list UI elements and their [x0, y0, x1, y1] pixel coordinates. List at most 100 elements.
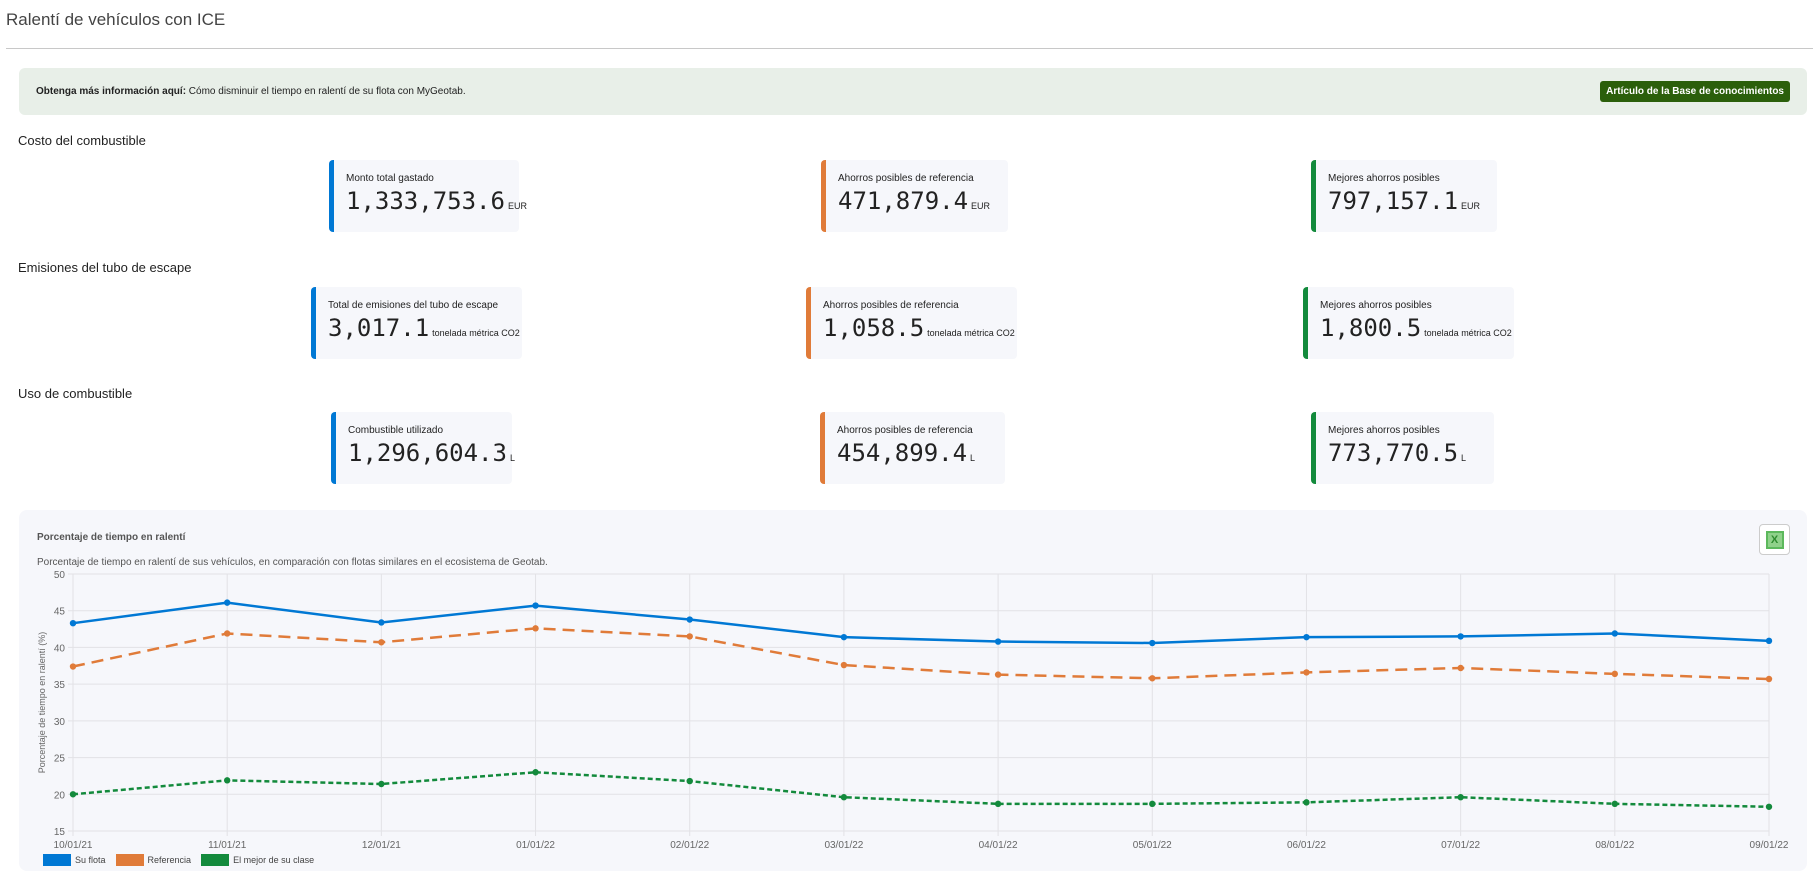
metric-value: 1,058.5 [823, 314, 925, 342]
metric-value: 471,879.4 [838, 187, 969, 215]
data-point [1611, 800, 1619, 808]
y-tick-label: 45 [54, 607, 66, 618]
metric-unit: tonelada métrica CO2 [1424, 328, 1512, 338]
metric-card: Ahorros posibles de referencia 471,879.4… [821, 160, 1008, 232]
data-point [1611, 670, 1619, 678]
metric-unit: EUR [507, 201, 527, 211]
data-point [840, 633, 848, 641]
excel-export-button[interactable]: X [1759, 524, 1790, 555]
y-tick-label: 40 [54, 643, 66, 654]
legend-item[interactable]: Referencia [147, 855, 192, 865]
data-point [69, 791, 77, 798]
metric-value-row: 454,899.4 L [837, 439, 993, 467]
metric-label: Combustible utilizado [348, 425, 444, 436]
legend-swatch [43, 854, 71, 866]
metric-card: Ahorros posibles de referencia 454,899.4… [820, 412, 1005, 484]
y-tick-label: 30 [54, 717, 66, 728]
data-point [223, 599, 231, 606]
x-tick-label: 11/01/21 [208, 840, 247, 851]
metric-label: Mejores ahorros posibles [1320, 300, 1432, 311]
excel-icon: X [1765, 530, 1784, 549]
legend-item[interactable]: Su flota [75, 855, 106, 865]
data-point [840, 661, 848, 669]
y-tick-label: 35 [54, 680, 66, 691]
info-banner: Obtenga más información aquí: Cómo dismi… [19, 68, 1807, 115]
series-line-1 [72, 627, 1770, 681]
y-tick-label: 25 [54, 754, 66, 765]
metric-value: 773,770.5 [1328, 439, 1459, 467]
data-point [532, 769, 539, 776]
metric-unit: L [970, 453, 976, 463]
data-point [994, 638, 1002, 645]
metric-value: 1,333,753.6 [346, 187, 505, 215]
metric-label: Monto total gastado [346, 173, 434, 184]
data-point [69, 663, 77, 670]
data-point [994, 671, 1002, 678]
data-point [1765, 675, 1773, 683]
section-title: Emisiones del tubo de escape [18, 260, 192, 275]
data-point [1149, 675, 1156, 682]
metric-value-row: 1,058.5 tonelada métrica CO2 [823, 314, 1015, 342]
data-point [378, 780, 385, 788]
data-point [1149, 800, 1156, 808]
metric-value-row: 1,333,753.6 EUR [346, 187, 527, 215]
metric-value-row: 1,296,604.3 L [348, 439, 515, 467]
legend-item[interactable]: El mejor de su clase [233, 855, 315, 865]
data-point [1303, 669, 1310, 676]
data-point [1457, 794, 1464, 801]
metric-card: Combustible utilizado 1,296,604.3 L [331, 412, 515, 484]
banner-bold: Obtenga más información aquí: [36, 86, 187, 97]
metric-value-row: 3,017.1 tonelada métrica CO2 [328, 314, 520, 342]
metric-label: Ahorros posibles de referencia [838, 173, 974, 184]
metric-label: Mejores ahorros posibles [1328, 425, 1440, 436]
data-point [840, 794, 848, 801]
chart-subtitle: Porcentaje de tiempo en ralentí de sus v… [37, 557, 548, 568]
page-title: Ralentí de vehículos con ICE [6, 10, 226, 29]
data-point [378, 639, 385, 646]
knowledge-base-button[interactable]: Artículo de la Base de conocimientos [1600, 81, 1790, 102]
section-title: Uso de combustible [18, 386, 133, 401]
metric-label: Total de emisiones del tubo de escape [328, 300, 499, 311]
divider [6, 48, 1813, 49]
metric-value-row: 797,157.1 EUR [1328, 187, 1485, 215]
metric-unit: L [1461, 453, 1467, 463]
metric-unit: tonelada métrica CO2 [432, 328, 520, 338]
x-tick-label: 12/01/21 [362, 840, 401, 851]
x-tick-label: 10/01/21 [54, 840, 93, 851]
data-point [223, 630, 231, 637]
banner-text: Obtenga más información aquí: Cómo dismi… [36, 86, 466, 97]
metric-card: Mejores ahorros posibles 773,770.5 L [1311, 412, 1494, 484]
data-point [69, 619, 77, 627]
metric-card: Total de emisiones del tubo de escape 3,… [311, 287, 522, 359]
metric-label: Ahorros posibles de referencia [837, 425, 973, 436]
data-point [1457, 664, 1464, 672]
x-tick-label: 06/01/22 [1287, 840, 1326, 851]
data-point [532, 625, 539, 632]
metric-unit: EUR [971, 201, 991, 211]
series-line-0 [72, 601, 1770, 645]
metric-card: Ahorros posibles de referencia 1,058.5 to… [806, 287, 1017, 359]
metric-card: Mejores ahorros posibles 1,800.5 tonelada… [1303, 287, 1514, 359]
data-point [1457, 633, 1464, 640]
x-tick-label: 05/01/22 [1133, 840, 1172, 851]
metric-card: Mejores ahorros posibles 797,157.1 EUR [1311, 160, 1497, 232]
metric-value: 1,800.5 [1320, 314, 1422, 342]
data-point [1611, 630, 1619, 637]
x-tick-label: 01/01/22 [516, 840, 555, 851]
metric-value: 3,017.1 [328, 314, 430, 342]
data-point [686, 777, 693, 785]
metric-label: Ahorros posibles de referencia [823, 300, 959, 311]
banner-link-text[interactable]: Cómo disminuir el tiempo en ralentí de s… [186, 86, 466, 97]
y-axis-label: Porcentaje de tiempo en ralentí (%) [37, 632, 47, 774]
y-tick-label: 50 [54, 570, 66, 581]
metric-value-row: 471,879.4 EUR [838, 187, 996, 215]
x-tick-label: 04/01/22 [979, 840, 1018, 851]
data-point [1765, 637, 1773, 645]
metric-label: Mejores ahorros posibles [1328, 173, 1440, 184]
x-tick-label: 07/01/22 [1441, 840, 1480, 851]
chart-legend: Su flota Referencia El mejor de su clase [43, 854, 320, 866]
data-point [686, 616, 693, 623]
metric-value: 1,296,604.3 [348, 439, 507, 467]
data-point [1765, 803, 1773, 810]
y-tick-label: 20 [54, 790, 66, 801]
